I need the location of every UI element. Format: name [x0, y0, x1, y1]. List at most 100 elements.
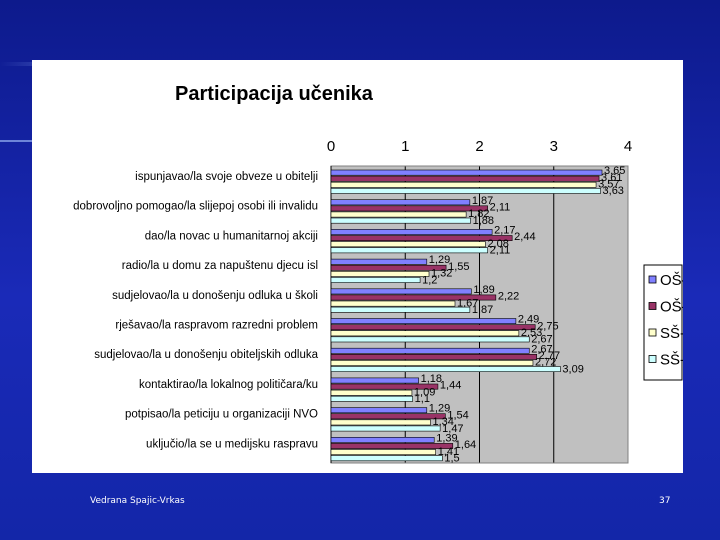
background-accent-line [0, 140, 60, 142]
data-label: 1,87 [472, 195, 493, 207]
data-label: 1,47 [442, 423, 463, 435]
bar [330, 264, 447, 271]
legend-label: OŠ-P [660, 272, 683, 289]
legend-swatch [648, 328, 657, 337]
data-label: 1,64 [455, 439, 476, 451]
bar [330, 407, 428, 414]
data-label: 2,44 [514, 231, 535, 243]
bar [330, 360, 534, 366]
bar [330, 258, 428, 265]
bar [330, 318, 517, 324]
data-label: 2,67 [531, 343, 552, 355]
data-label: 2,75 [537, 320, 558, 332]
chart-legend: OŠ-P OŠ-Z SŠ-P SŠ-Z [643, 264, 683, 381]
legend-swatch [648, 355, 657, 363]
category-label: dobrovoljno pomogao/la slijepoj osobi il… [73, 201, 318, 213]
x-tick-label: 0 [327, 138, 335, 155]
data-label: 2,49 [518, 314, 539, 326]
bar [330, 271, 430, 277]
data-label: 2,17 [494, 225, 515, 237]
x-tick-label: 4 [624, 138, 632, 155]
bar-chart: Participacija učenika 0 1 2 3 4 ispunjavao/la… [73, 83, 683, 465]
category-label: dao/la novac u humanitarnoj akciji [145, 230, 318, 242]
legend-swatch [648, 302, 657, 310]
bar [330, 395, 413, 402]
data-label: 1,09 [414, 386, 435, 398]
data-label: 1,1 [415, 393, 430, 405]
x-tick-label: 2 [475, 138, 483, 155]
bar [330, 306, 471, 313]
bar [330, 413, 446, 420]
bar [330, 205, 488, 212]
footer-author: Vedrana Spajic-Vrkas [90, 496, 185, 506]
data-label: 3,63 [603, 185, 624, 197]
bar [330, 235, 513, 241]
bar [330, 449, 436, 455]
data-label: 3,65 [604, 165, 625, 177]
data-label: 2,11 [490, 245, 511, 257]
bar [330, 425, 441, 432]
legend-swatch [648, 275, 657, 284]
category-label: sudjelovao/la u donošenju odluka u školi [112, 290, 318, 302]
bar [330, 288, 472, 295]
bar [330, 300, 456, 307]
data-label: 2,08 [487, 238, 508, 250]
data-label: 2,53 [521, 327, 542, 339]
data-label: 1,88 [473, 215, 494, 227]
data-label: 1,82 [468, 208, 489, 220]
chart-panel: Participacija učenika 0 1 2 3 4 ispunjavao/la… [32, 60, 683, 473]
data-label: 3,09 [562, 363, 583, 375]
bar [330, 455, 443, 462]
data-label: 1,54 [447, 409, 468, 421]
x-tick-label: 1 [401, 138, 409, 155]
bar [330, 211, 467, 218]
x-tick-label: 3 [550, 138, 558, 155]
category-label: potpisao/la peticiju u organizaciji NVO [125, 409, 318, 421]
bar [330, 389, 413, 396]
bar [330, 347, 530, 354]
data-label: 1,89 [473, 284, 494, 296]
category-label: rješavao/la raspravom razredni problem [115, 319, 318, 331]
category-label: uključio/la se u medijsku raspravu [146, 438, 318, 450]
bar [330, 175, 600, 182]
category-label: sudjelovao/la u donošenju obiteljskih od… [94, 349, 318, 361]
data-label: 1,67 [457, 297, 478, 309]
data-label: 1,87 [472, 304, 493, 316]
bar [330, 181, 597, 188]
data-label: 1,2 [422, 274, 437, 286]
bar [330, 436, 435, 443]
data-label: 1,29 [429, 403, 450, 415]
bar [330, 383, 439, 390]
data-label: 3,61 [601, 172, 622, 184]
legend-label: SŠ-P [660, 325, 683, 342]
data-label: 1,5 [444, 453, 459, 465]
data-label: 1,34 [432, 416, 453, 428]
data-label: 2,22 [498, 291, 519, 303]
data-label: 2,77 [539, 350, 560, 362]
bar [330, 229, 493, 235]
bar [330, 169, 603, 176]
category-label: kontaktirao/la lokalnog političara/ku [139, 379, 318, 391]
data-label: 2,72 [535, 357, 556, 369]
bar [330, 294, 497, 301]
data-label: 3,57 [598, 179, 619, 191]
data-label: 1,18 [421, 373, 442, 385]
legend-label: OŠ-Z [660, 299, 683, 316]
bar [330, 330, 520, 337]
bar [330, 324, 536, 331]
bar [330, 241, 486, 248]
chart-title: Participacija učenika [175, 83, 374, 105]
bar [330, 366, 561, 372]
data-label: 1,41 [438, 446, 459, 458]
legend-label: SŠ-Z [660, 352, 683, 369]
data-label: 1,55 [448, 261, 469, 273]
bar [330, 353, 537, 360]
bar [330, 443, 454, 449]
category-label: radio/la u domu za napuštenu djecu isl [122, 260, 318, 272]
bar [330, 217, 471, 224]
page-number: 37 [659, 496, 671, 506]
data-label: 1,44 [440, 380, 461, 392]
bar [330, 419, 431, 426]
bar [330, 377, 419, 384]
bar [330, 247, 488, 254]
